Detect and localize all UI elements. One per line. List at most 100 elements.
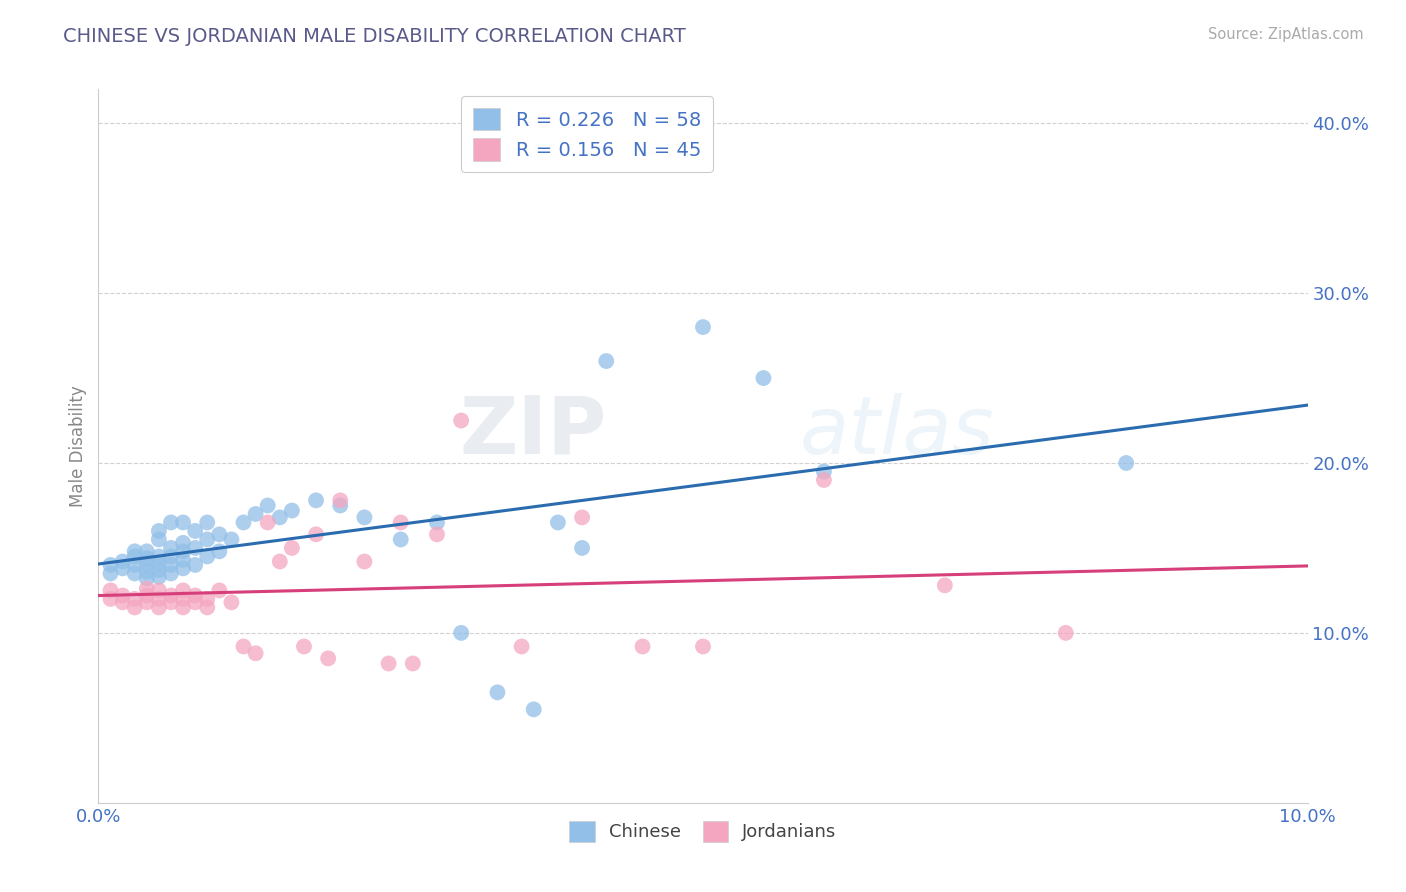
Point (450, 413, 472, 427)
Point (292, 640, 315, 654)
Point (135, 558, 157, 572)
Point (450, 626, 472, 640)
Point (111, 561, 134, 575)
Point (184, 589, 207, 603)
Point (160, 541, 183, 555)
Point (172, 583, 194, 598)
Point (100, 591, 122, 606)
Point (135, 582, 157, 596)
Point (232, 640, 254, 654)
Point (377, 657, 399, 671)
Point (111, 555, 134, 569)
Point (571, 510, 593, 524)
Point (195, 591, 218, 606)
Point (111, 595, 134, 609)
Point (100, 558, 122, 572)
Point (389, 516, 412, 530)
Point (148, 563, 170, 577)
Point (148, 570, 170, 584)
Point (486, 685, 509, 699)
Point (160, 558, 183, 572)
Point (208, 583, 231, 598)
Point (184, 541, 207, 555)
Point (124, 544, 146, 558)
Point (426, 527, 449, 541)
Point (160, 516, 183, 530)
Point (148, 583, 170, 598)
Y-axis label: Male Disability: Male Disability (69, 385, 87, 507)
Point (221, 595, 243, 609)
Point (269, 510, 291, 524)
Point (813, 473, 835, 487)
Text: atlas: atlas (800, 392, 994, 471)
Point (100, 583, 122, 598)
Point (184, 524, 207, 538)
Point (160, 595, 183, 609)
Point (316, 651, 339, 665)
Point (389, 533, 412, 547)
Point (172, 516, 194, 530)
Point (329, 493, 352, 508)
Point (172, 536, 194, 550)
Point (510, 640, 533, 654)
Point (353, 510, 375, 524)
Point (124, 591, 146, 606)
Point (148, 524, 170, 538)
Point (124, 558, 146, 572)
Point (100, 566, 122, 581)
Point (208, 527, 231, 541)
Point (135, 551, 157, 566)
Point (195, 533, 218, 547)
Point (184, 558, 207, 572)
Point (135, 565, 157, 579)
Point (692, 320, 714, 334)
Point (221, 533, 243, 547)
Text: ZIP: ZIP (458, 392, 606, 471)
Point (135, 595, 157, 609)
Point (195, 600, 218, 615)
Point (208, 544, 231, 558)
Point (148, 600, 170, 615)
Point (148, 549, 170, 564)
Point (232, 516, 254, 530)
Point (934, 578, 956, 592)
Point (111, 589, 134, 603)
Point (752, 371, 775, 385)
Point (172, 600, 194, 615)
Point (148, 533, 170, 547)
Point (1115, 456, 1137, 470)
Point (256, 499, 278, 513)
Point (160, 566, 183, 581)
Point (160, 589, 183, 603)
Point (245, 507, 267, 521)
Point (571, 541, 593, 555)
Point (245, 646, 267, 660)
Point (135, 572, 157, 586)
Point (305, 493, 328, 508)
Point (256, 516, 278, 530)
Point (281, 503, 304, 517)
Point (523, 702, 546, 716)
Point (124, 549, 146, 564)
Point (135, 544, 157, 558)
Point (329, 499, 352, 513)
Point (426, 516, 449, 530)
Text: CHINESE VS JORDANIAN MALE DISABILITY CORRELATION CHART: CHINESE VS JORDANIAN MALE DISABILITY COR… (63, 27, 686, 45)
Point (305, 527, 328, 541)
Point (148, 556, 170, 570)
Point (353, 555, 375, 569)
Point (172, 544, 194, 558)
Point (148, 591, 170, 606)
Point (124, 600, 146, 615)
Point (595, 354, 617, 368)
Point (184, 595, 207, 609)
Point (172, 553, 194, 567)
Point (813, 465, 835, 479)
Point (631, 640, 654, 654)
Point (692, 640, 714, 654)
Point (195, 516, 218, 530)
Point (1054, 626, 1077, 640)
Point (172, 561, 194, 575)
Point (172, 591, 194, 606)
Point (281, 541, 304, 555)
